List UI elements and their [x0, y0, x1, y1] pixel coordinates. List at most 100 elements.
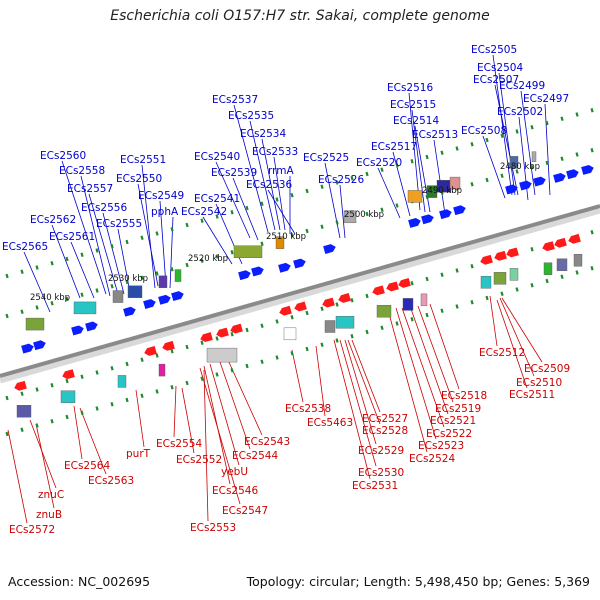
forward-gene-label[interactable]: ECs2555 — [96, 218, 142, 230]
reverse-gene-arrow[interactable] — [553, 237, 567, 249]
forward-gene-label[interactable]: ECs2540 — [194, 151, 240, 163]
forward-gene-label[interactable]: pphA — [151, 206, 179, 218]
forward-gene-label[interactable]: ECs2526 — [318, 174, 364, 186]
reverse-gene-label[interactable]: ECs2564 — [64, 460, 110, 472]
reverse-gene-label[interactable]: ECs2563 — [88, 475, 134, 487]
reverse-gene-label[interactable]: ECs5463 — [307, 417, 353, 429]
reverse-gene-arrow[interactable] — [13, 380, 27, 392]
forward-gene-label[interactable]: ECs2508 — [461, 125, 507, 137]
reverse-gene-arrow[interactable] — [371, 285, 385, 296]
feature-box[interactable] — [324, 320, 336, 333]
feature-box[interactable] — [25, 317, 45, 331]
forward-gene-label[interactable]: ECs2549 — [138, 190, 184, 202]
forward-gene-arrow[interactable] — [171, 290, 185, 302]
forward-gene-arrow[interactable] — [143, 298, 157, 309]
forward-gene-label[interactable]: ECs2565 — [2, 241, 48, 253]
feature-box[interactable] — [493, 272, 507, 285]
feature-box[interactable] — [275, 236, 285, 249]
feature-box[interactable] — [509, 268, 519, 281]
forward-gene-label[interactable]: ECs2515 — [390, 99, 436, 111]
forward-gene-arrow[interactable] — [238, 269, 252, 281]
feature-box[interactable] — [73, 301, 97, 315]
reverse-gene-label[interactable]: ECs2572 — [9, 524, 55, 536]
forward-gene-label[interactable]: ECs2514 — [393, 115, 439, 127]
forward-gene-arrow[interactable] — [251, 265, 265, 277]
reverse-gene-arrow[interactable] — [278, 305, 292, 317]
feature-box[interactable] — [480, 276, 492, 289]
reverse-gene-label[interactable]: ECs2531 — [352, 480, 398, 492]
forward-gene-label[interactable]: ECs2536 — [246, 179, 292, 191]
feature-box[interactable] — [402, 298, 414, 311]
feature-box[interactable] — [158, 363, 166, 377]
reverse-gene-label[interactable]: ECs2521 — [430, 415, 476, 427]
reverse-gene-arrow[interactable] — [505, 247, 519, 258]
forward-gene-label[interactable]: ECs2542 — [181, 206, 227, 218]
feature-box[interactable] — [420, 293, 428, 307]
forward-gene-arrow[interactable] — [278, 262, 292, 273]
forward-gene-arrow[interactable] — [519, 179, 533, 191]
forward-gene-arrow[interactable] — [566, 168, 580, 180]
reverse-gene-label[interactable]: ECs2519 — [435, 403, 481, 415]
reverse-gene-arrow[interactable] — [229, 323, 243, 335]
forward-gene-label[interactable]: ECs2534 — [240, 128, 286, 140]
feature-box[interactable] — [335, 316, 355, 329]
reverse-gene-label[interactable]: ECs2529 — [358, 445, 404, 457]
forward-gene-arrow[interactable] — [21, 343, 35, 354]
reverse-gene-arrow[interactable] — [61, 369, 75, 380]
forward-gene-label[interactable]: rrmA — [268, 165, 294, 177]
reverse-gene-label[interactable]: ECs2509 — [524, 363, 570, 375]
feature-box[interactable] — [117, 375, 127, 388]
reverse-gene-arrow[interactable] — [293, 301, 307, 313]
feature-box[interactable] — [376, 305, 392, 318]
reverse-gene-label[interactable]: purT — [126, 448, 151, 460]
feature-box[interactable] — [407, 190, 423, 203]
forward-gene-arrow[interactable] — [123, 306, 137, 317]
forward-gene-label[interactable]: ECs2525 — [303, 152, 349, 164]
reverse-gene-label[interactable]: ECs2523 — [418, 440, 464, 452]
forward-gene-arrow[interactable] — [581, 164, 595, 175]
forward-gene-arrow[interactable] — [71, 324, 85, 336]
forward-gene-arrow[interactable] — [293, 258, 307, 269]
forward-gene-arrow[interactable] — [323, 243, 337, 254]
reverse-gene-label[interactable]: ECs2518 — [441, 390, 487, 402]
forward-gene-label[interactable]: ECs2557 — [67, 183, 113, 195]
feature-box[interactable] — [158, 275, 168, 289]
reverse-gene-arrow[interactable] — [541, 241, 555, 252]
forward-gene-label[interactable]: ECs2502 — [497, 106, 543, 118]
forward-gene-label[interactable]: ECs2551 — [120, 154, 166, 166]
reverse-gene-label[interactable]: znuB — [36, 509, 62, 521]
reverse-gene-label[interactable]: ECs2552 — [176, 454, 222, 466]
forward-gene-arrow[interactable] — [453, 204, 467, 216]
reverse-gene-label[interactable]: ECs2527 — [362, 413, 408, 425]
forward-gene-label[interactable]: ECs2505 — [471, 44, 517, 56]
forward-gene-label[interactable]: ECs2535 — [228, 110, 274, 122]
feature-box[interactable] — [573, 254, 583, 267]
reverse-gene-label[interactable]: ECs2544 — [232, 450, 278, 462]
reverse-gene-label[interactable]: ECs2522 — [426, 428, 472, 440]
forward-gene-arrow[interactable] — [33, 339, 47, 351]
feature-box[interactable] — [283, 327, 297, 341]
forward-gene-label[interactable]: ECs2504 — [477, 62, 523, 74]
reverse-gene-label[interactable]: znuC — [38, 489, 64, 501]
reverse-gene-arrow[interactable] — [385, 281, 399, 292]
reverse-gene-arrow[interactable] — [215, 327, 229, 339]
reverse-gene-arrow[interactable] — [337, 293, 351, 304]
reverse-gene-label[interactable]: ECs2543 — [244, 436, 290, 448]
forward-gene-label[interactable]: ECs2499 — [499, 80, 545, 92]
forward-gene-label[interactable]: ECs2558 — [59, 165, 105, 177]
reverse-gene-arrow[interactable] — [321, 297, 335, 309]
feature-box[interactable] — [543, 262, 553, 275]
forward-gene-label[interactable]: ECs2556 — [81, 202, 127, 214]
forward-gene-label[interactable]: ECs2516 — [387, 82, 433, 94]
forward-gene-label[interactable]: ECs2562 — [30, 214, 76, 226]
reverse-gene-label[interactable]: ECs2510 — [516, 377, 562, 389]
forward-gene-label[interactable]: ECs2537 — [212, 94, 258, 106]
reverse-gene-label[interactable]: ECs2530 — [358, 467, 404, 479]
forward-gene-arrow[interactable] — [505, 183, 519, 195]
feature-box[interactable] — [556, 258, 568, 271]
forward-gene-label[interactable]: ECs2513 — [412, 129, 458, 141]
forward-gene-arrow[interactable] — [553, 172, 567, 183]
feature-box[interactable] — [112, 290, 124, 303]
forward-gene-label[interactable]: ECs2533 — [252, 146, 298, 158]
